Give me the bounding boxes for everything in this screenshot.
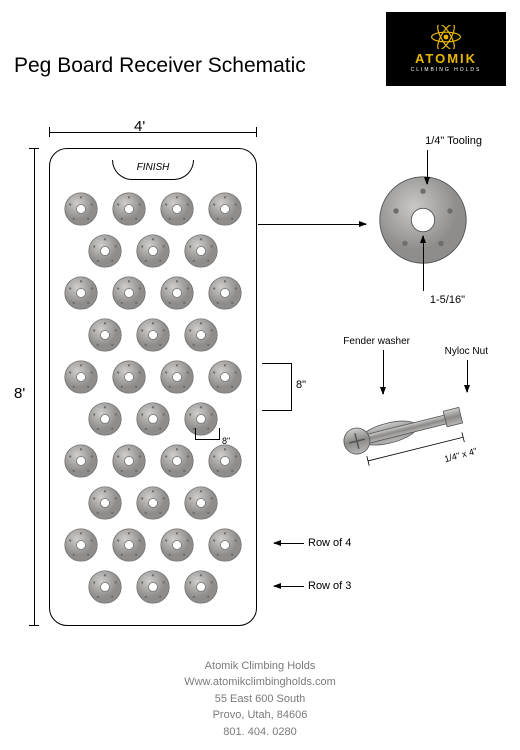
hold-row — [50, 401, 256, 437]
height-dimension: 8' — [14, 385, 25, 402]
peg-hold — [87, 233, 123, 269]
height-dim-line — [34, 148, 35, 626]
horizontal-spacing-label: 8" — [222, 436, 230, 446]
peg-hold — [135, 233, 171, 269]
brand-name: ATOMIK — [415, 51, 477, 66]
peg-hold — [63, 191, 99, 227]
peg-hold — [87, 317, 123, 353]
peg-hold — [135, 401, 171, 437]
peg-hold — [183, 317, 219, 353]
nyloc-arrow — [467, 360, 468, 392]
peg-hold — [207, 191, 243, 227]
peg-hold — [87, 485, 123, 521]
peg-hold — [111, 191, 147, 227]
finish-hold: FINISH — [112, 160, 194, 180]
peg-hold — [207, 359, 243, 395]
peg-hold — [183, 485, 219, 521]
center-hole-label: 1-5/16" — [430, 294, 465, 306]
footer-address1: 55 East 600 South — [0, 691, 520, 708]
hold-rows — [50, 191, 256, 611]
fender-washer-label: Fender washer — [343, 336, 410, 347]
peg-hold — [183, 233, 219, 269]
horizontal-spacing-bracket — [195, 428, 220, 440]
footer-company: Atomik Climbing Holds — [0, 658, 520, 675]
peg-hold — [63, 443, 99, 479]
peg-hold — [135, 485, 171, 521]
peg-hold — [183, 569, 219, 605]
peg-hold — [159, 191, 195, 227]
peg-hold — [63, 359, 99, 395]
peg-hold — [207, 443, 243, 479]
peg-hold — [111, 275, 147, 311]
peg-hold — [135, 317, 171, 353]
width-dim-line — [49, 132, 257, 133]
center-hole-arrow — [423, 236, 424, 291]
peg-hold — [63, 527, 99, 563]
peg-hold — [159, 275, 195, 311]
row4-label: Row of 4 — [308, 537, 351, 549]
footer-website: Www.atomikclimbingholds.com — [0, 674, 520, 691]
peg-hold — [87, 569, 123, 605]
detail-arrow — [258, 224, 366, 225]
footer-address2: Provo, Utah, 84606 — [0, 707, 520, 724]
peg-hold — [159, 527, 195, 563]
peg-hold — [87, 401, 123, 437]
peg-board: FINISH — [49, 148, 257, 626]
row3-arrow — [274, 586, 304, 587]
peg-hold — [63, 275, 99, 311]
footer: Atomik Climbing Holds Www.atomikclimbing… — [0, 658, 520, 741]
hold-row — [50, 191, 256, 227]
peg-hold — [111, 443, 147, 479]
peg-hold — [159, 359, 195, 395]
footer-phone: 801. 404. 0280 — [0, 724, 520, 741]
hold-row — [50, 443, 256, 479]
bolt-assembly — [330, 380, 490, 490]
row4-arrow — [274, 543, 304, 544]
peg-hold — [159, 443, 195, 479]
row3-label: Row of 3 — [308, 580, 351, 592]
peg-hold — [111, 527, 147, 563]
page-title: Peg Board Receiver Schematic — [14, 54, 306, 78]
tooling-arrow — [427, 150, 428, 184]
hold-row — [50, 569, 256, 605]
peg-hold — [111, 359, 147, 395]
atom-icon — [430, 25, 462, 49]
brand-tagline: CLIMBING HOLDS — [411, 67, 482, 73]
tooling-label: 1/4" Tooling — [425, 135, 482, 147]
peg-hold — [207, 527, 243, 563]
fender-arrow — [383, 350, 384, 394]
peg-hold — [135, 569, 171, 605]
hold-row — [50, 485, 256, 521]
peg-hold — [207, 275, 243, 311]
hold-row — [50, 233, 256, 269]
brand-logo: ATOMIK CLIMBING HOLDS — [386, 12, 506, 86]
hold-row — [50, 317, 256, 353]
hold-row — [50, 275, 256, 311]
hold-row — [50, 527, 256, 563]
vertical-spacing-bracket — [262, 363, 292, 411]
hold-row — [50, 359, 256, 395]
vertical-spacing-label: 8" — [296, 379, 306, 391]
nyloc-nut-label: Nyloc Nut — [445, 346, 488, 357]
